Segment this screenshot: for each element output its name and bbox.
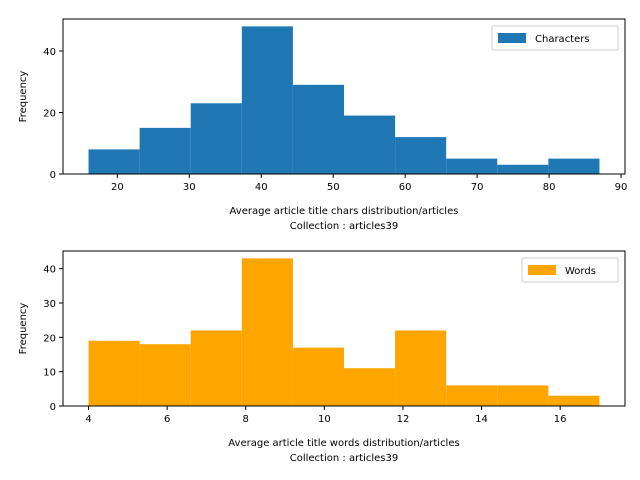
chars-bar: [548, 158, 600, 174]
words-y-tick-label: 0: [50, 402, 56, 413]
words-y-axis-label: Frequency: [18, 303, 29, 355]
chars-y-tick-label: 20: [43, 108, 56, 119]
chars-legend-label: Characters: [535, 34, 590, 45]
words-bar: [497, 385, 549, 406]
words-bar: [344, 368, 396, 406]
chars-x-tick-label: 80: [543, 182, 556, 193]
words-x-tick-label: 16: [554, 414, 567, 425]
words-bar: [190, 330, 242, 406]
words-y-ticks: 0 10 20 30 40: [43, 265, 63, 413]
chars-bar: [344, 115, 396, 174]
chars-x-tick-label: 40: [255, 182, 268, 193]
chars-bar: [446, 158, 498, 174]
chars-x-tick-label: 20: [111, 182, 124, 193]
chars-legend-swatch: [498, 33, 526, 43]
chars-bar: [190, 103, 242, 174]
chars-x-tick-label: 30: [183, 182, 196, 193]
chars-x-tick-label: 50: [327, 182, 340, 193]
words-y-tick-label: 30: [43, 299, 56, 310]
chars-bar: [88, 149, 140, 174]
chars-x-tick-label: 60: [399, 182, 412, 193]
words-x-tick-label: 4: [85, 414, 91, 425]
words-y-tick-label: 20: [43, 333, 56, 344]
words-y-tick-label: 40: [43, 265, 56, 276]
chars-y-tick-label: 0: [50, 170, 56, 181]
chars-x-axis-sublabel: Collection : articles39: [290, 221, 399, 232]
chars-x-ticks: 20 30 40 50 60 70 80 90: [111, 174, 627, 193]
words-bar: [88, 340, 140, 406]
words-x-tick-label: 14: [475, 414, 488, 425]
words-x-axis-label: Average article title words distribution…: [228, 438, 459, 449]
chars-x-tick-label: 90: [615, 182, 628, 193]
words-bars: [88, 258, 600, 406]
chars-y-axis-label: Frequency: [18, 71, 29, 123]
chars-legend-box: [491, 25, 619, 51]
words-y-tick-label: 10: [43, 368, 56, 379]
chars-histogram: 20 30 40 50 60 70 80 90 0 20 40 Average article t…: [18, 18, 627, 232]
words-x-tick-label: 12: [397, 414, 410, 425]
chars-bars: [88, 26, 600, 175]
words-x-tick-label: 8: [243, 414, 249, 425]
chars-bar: [395, 137, 447, 174]
chars-y-tick-label: 40: [43, 47, 56, 58]
words-bar: [241, 258, 293, 406]
words-bar: [548, 395, 600, 406]
chars-plot-frame: [62, 18, 626, 175]
words-bar: [395, 330, 447, 406]
chars-bar: [497, 164, 549, 174]
chars-legend: Characters: [491, 25, 619, 51]
chars-bar: [241, 26, 293, 175]
words-legend-label: Words: [565, 266, 596, 277]
chars-bar: [292, 84, 344, 174]
words-x-axis-sublabel: Collection : articles39: [290, 453, 399, 464]
words-histogram: 4 6 8 10 12 14 16 0 10 20 30 40 Average article ti…: [18, 250, 626, 464]
words-bar: [139, 344, 191, 406]
words-bar: [292, 347, 344, 406]
words-plot-frame: [62, 250, 626, 407]
words-legend-swatch: [528, 265, 556, 275]
chars-x-tick-label: 70: [471, 182, 484, 193]
words-x-ticks: 4 6 8 10 12 14 16: [85, 406, 567, 425]
chars-y-ticks: 0 20 40: [43, 47, 63, 181]
words-x-tick-label: 6: [164, 414, 170, 425]
words-x-tick-label: 10: [318, 414, 331, 425]
words-legend: Words: [521, 257, 619, 283]
words-bar: [446, 385, 498, 406]
words-legend-box: [521, 257, 619, 283]
chars-x-axis-label: Average article title chars distribution…: [230, 206, 459, 217]
chars-bar: [139, 127, 191, 174]
